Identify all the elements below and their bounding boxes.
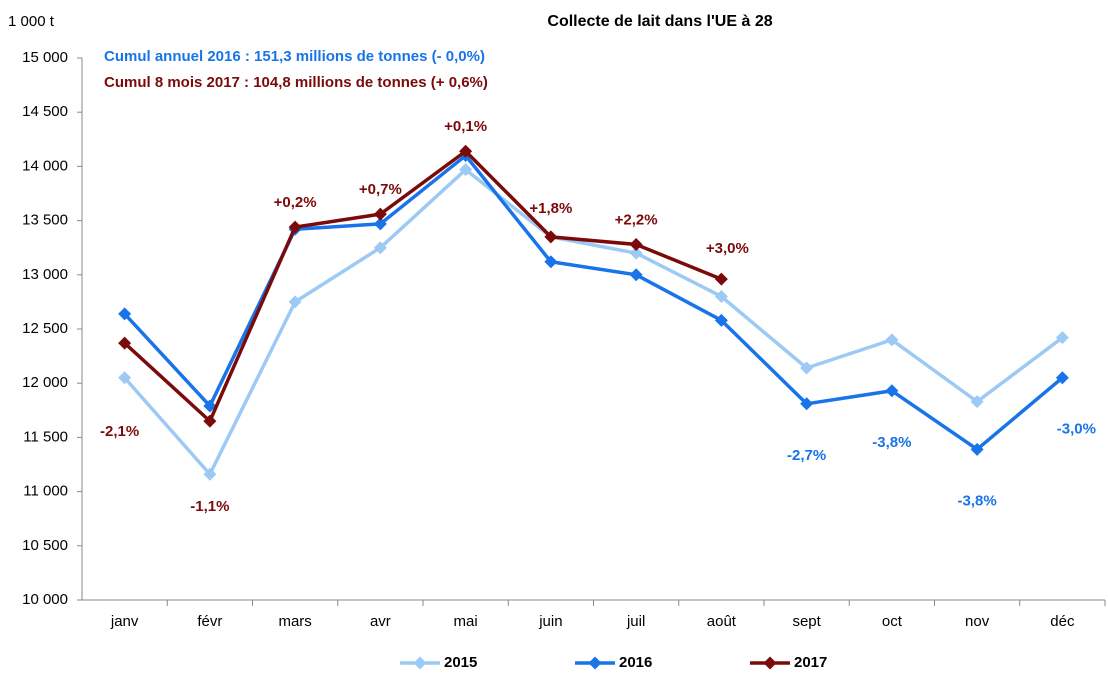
x-tick-label: août bbox=[707, 613, 737, 630]
point-marker bbox=[1055, 371, 1069, 385]
series-line bbox=[123, 149, 723, 423]
x-tick-label: oct bbox=[882, 613, 903, 630]
legend-label: 2017 bbox=[794, 654, 827, 671]
note: Cumul 8 mois 2017 : 104,8 millions de to… bbox=[104, 74, 488, 91]
y-tick-label: 11 000 bbox=[23, 483, 68, 500]
point-marker bbox=[714, 289, 728, 303]
y-tick-label: 12 000 bbox=[22, 374, 68, 391]
point-label: +0,7% bbox=[359, 181, 402, 198]
chart-title: Collecte de lait dans l'UE à 28 bbox=[547, 13, 772, 30]
x-tick-label: déc bbox=[1050, 613, 1075, 630]
point-marker bbox=[459, 144, 473, 158]
point-marker bbox=[373, 207, 387, 221]
point-label: -2,7% bbox=[787, 447, 826, 464]
note: Cumul annuel 2016 : 151,3 millions de to… bbox=[104, 48, 485, 65]
y-tick-label: 10 500 bbox=[22, 537, 68, 554]
x-tick-label: avr bbox=[370, 613, 391, 630]
point-marker bbox=[629, 268, 643, 282]
point-marker bbox=[373, 241, 387, 255]
point-marker bbox=[1055, 331, 1069, 345]
point-label: +0,2% bbox=[274, 194, 317, 211]
y-tick-label: 12 500 bbox=[22, 320, 68, 337]
y-tick-label: 15 000 bbox=[22, 49, 68, 66]
point-label: +2,2% bbox=[615, 211, 658, 228]
point-marker bbox=[288, 220, 302, 234]
point-marker bbox=[544, 230, 558, 244]
y-tick-label: 14 500 bbox=[22, 103, 68, 120]
y-tick-label: 11 500 bbox=[23, 428, 68, 445]
legend-marker bbox=[763, 656, 777, 670]
y-tick-label: 14 000 bbox=[22, 157, 68, 174]
legend-marker bbox=[413, 656, 427, 670]
x-tick-label: mai bbox=[454, 613, 478, 630]
point-marker bbox=[373, 217, 387, 231]
point-marker bbox=[885, 384, 899, 398]
point-label: -3,0% bbox=[1057, 421, 1096, 438]
x-tick-label: févr bbox=[197, 613, 222, 630]
point-marker bbox=[970, 442, 984, 456]
point-label: +3,0% bbox=[706, 240, 749, 257]
point-label: -1,1% bbox=[190, 498, 229, 515]
series-line bbox=[123, 167, 1064, 477]
x-tick-label: nov bbox=[965, 613, 990, 630]
series-line bbox=[123, 153, 1064, 452]
legend-marker bbox=[588, 656, 602, 670]
y-unit: 1 000 t bbox=[8, 13, 55, 30]
point-label: +1,8% bbox=[529, 200, 572, 217]
point-marker bbox=[459, 163, 473, 177]
point-marker bbox=[118, 371, 132, 385]
point-label: -3,8% bbox=[872, 434, 911, 451]
point-marker bbox=[885, 333, 899, 347]
point-marker bbox=[203, 399, 217, 413]
point-marker bbox=[203, 414, 217, 428]
x-tick-label: janv bbox=[110, 613, 139, 630]
point-marker bbox=[970, 395, 984, 409]
point-marker bbox=[800, 361, 814, 375]
x-tick-label: juin bbox=[538, 613, 562, 630]
x-tick-label: sept bbox=[792, 613, 821, 630]
y-tick-label: 13 500 bbox=[22, 212, 68, 229]
point-marker bbox=[629, 237, 643, 251]
point-marker bbox=[714, 272, 728, 286]
legend-label: 2015 bbox=[444, 654, 477, 671]
x-tick-label: mars bbox=[278, 613, 311, 630]
point-marker bbox=[203, 467, 217, 481]
point-marker bbox=[118, 336, 132, 350]
point-marker bbox=[544, 255, 558, 269]
point-marker bbox=[800, 397, 814, 411]
point-marker bbox=[118, 307, 132, 321]
x-tick-label: juil bbox=[626, 613, 645, 630]
y-tick-label: 13 000 bbox=[22, 266, 68, 283]
point-label: -3,8% bbox=[958, 492, 997, 509]
point-marker bbox=[288, 295, 302, 309]
point-marker bbox=[714, 313, 728, 327]
y-tick-label: 10 000 bbox=[22, 591, 68, 608]
point-marker bbox=[629, 246, 643, 260]
point-label: +0,1% bbox=[444, 118, 487, 135]
point-label: -2,1% bbox=[100, 423, 139, 440]
legend-label: 2016 bbox=[619, 654, 652, 671]
